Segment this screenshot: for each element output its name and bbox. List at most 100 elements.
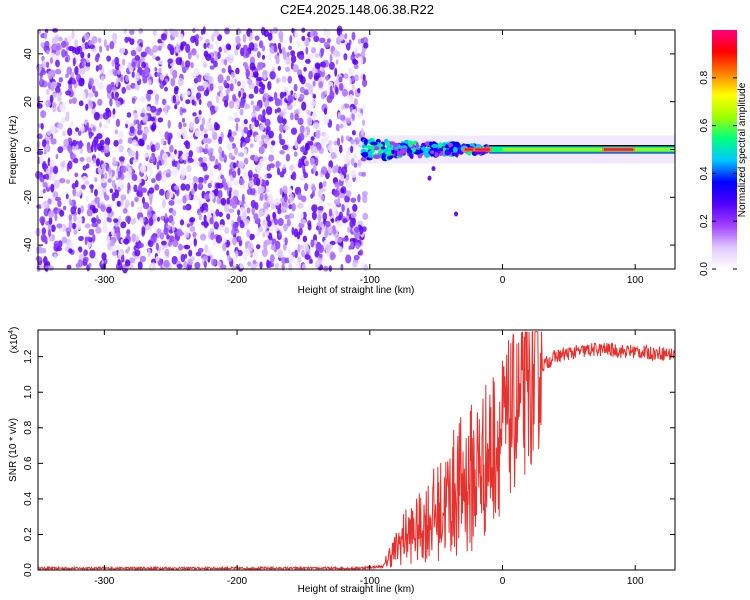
spectrogram-noise-speck [167, 58, 173, 64]
spectrogram-noise-speck [134, 196, 139, 203]
spectrogram-noise-speck [133, 119, 137, 126]
spectrogram-noise-speck [348, 94, 354, 102]
spectrogram-noise-speck [333, 189, 340, 198]
spectrogram-noise-speck [192, 112, 197, 117]
spectrogram-noise-speck [187, 158, 194, 163]
spectrogram-noise-speck [297, 243, 301, 253]
spectrogram-noise-speck [353, 47, 359, 56]
spectrogram-noise-speck [82, 165, 87, 171]
spectrogram-noise-speck [152, 45, 159, 53]
spectrogram-noise-speck [338, 83, 344, 91]
spectrogram-noise-speck [97, 81, 104, 91]
spectrogram-noise-speck [135, 119, 140, 125]
spectrogram-noise-speck [244, 157, 249, 165]
spectrogram-noise-speck [227, 116, 234, 121]
spectrogram-noise-speck [275, 240, 281, 250]
spectrogram-noise-speck [103, 191, 107, 199]
spectrogram-noise-speck [168, 200, 175, 206]
spectrogram-noise-speck [70, 206, 76, 215]
spectrogram-noise-speck [95, 53, 99, 60]
spectrogram-noise-speck [346, 207, 350, 217]
spectrogram-noise-speck [238, 152, 245, 158]
spectrogram-noise-speck [66, 264, 72, 270]
spectrogram-noise-speck [154, 67, 158, 72]
spectrogram-noise-speck [40, 110, 47, 119]
spectrogram-noise-speck [162, 80, 167, 86]
spectrogram-noise-speck [138, 242, 144, 249]
spectrogram-noise-speck [350, 197, 357, 203]
spectrogram-noise-speck [288, 254, 294, 263]
spectrogram-noise-speck [339, 123, 344, 129]
spectrogram-noise-speck [279, 150, 285, 155]
spectrogram-noise-speck [201, 117, 206, 126]
spectrogram-noise-speck [279, 112, 284, 117]
spectrogram-noise-speck [274, 226, 280, 232]
spectrogram-noise-speck [291, 227, 295, 236]
spectrogram-noise-speck [313, 122, 320, 129]
spectrogram-noise-speck [132, 217, 137, 224]
snr-frame [37, 329, 676, 571]
spectrogram-noise-speck [142, 196, 145, 205]
spectrogram-noise-speck [159, 73, 164, 81]
spectrogram-noise-speck [258, 40, 264, 49]
spectrogram-noise-speck [279, 91, 285, 99]
spectrogram-noise-speck [89, 249, 96, 259]
spectrogram-noise-speck [362, 104, 365, 110]
spectrogram-noise-speck [141, 187, 147, 193]
spectrogram-noise-speck [214, 105, 219, 112]
spectrogram-noise-speck [78, 235, 84, 242]
spectrogram-noise-speck [332, 165, 337, 174]
spectrogram-noise-speck [91, 222, 98, 228]
spectrogram-noise-speck [137, 130, 143, 136]
spectrogram-noise-speck [146, 144, 150, 150]
spectrogram-noise-speck [105, 107, 110, 114]
spectrogram-noise-speck [213, 60, 218, 68]
spectrogram-noise-speck [243, 218, 250, 225]
spectrogram-noise-speck [339, 33, 346, 40]
spectrogram-noise-speck [103, 124, 108, 129]
spectrogram-noise-speck [235, 122, 239, 132]
spectrogram-noise-speck [116, 200, 121, 207]
spectrogram-noise-speck [210, 107, 214, 116]
spectrogram-noise-speck [205, 38, 210, 44]
spectrogram-noise-speck [198, 181, 203, 188]
spectrogram-noise-speck [45, 61, 50, 68]
spectrogram-noise-speck [77, 221, 82, 230]
spectrogram-noise-speck [85, 156, 92, 163]
spectrogram-noise-speck [163, 145, 167, 151]
spectrogram-noise-speck [127, 36, 131, 42]
spectrogram-noise-speck [205, 138, 212, 144]
spectrogram-noise-speck [338, 193, 346, 199]
spectrogram-noise-speck [145, 66, 150, 76]
spectrogram-noise-speck [55, 68, 62, 75]
spectrogram-noise-speck [81, 43, 86, 49]
spectrogram-noise-speck [353, 64, 359, 70]
spectrogram-noise-speck [311, 211, 317, 221]
spectrogram-noise-speck [81, 60, 86, 68]
spectrogram-noise-speck [136, 206, 143, 213]
spectrogram-noise-speck [328, 208, 333, 217]
spectrogram-noise-speck [65, 193, 69, 200]
spectrogram-noise-speck [135, 45, 143, 53]
spectrogram-noise-speck [50, 224, 56, 233]
spectrogram-noise-speck [353, 254, 360, 261]
snr-y-tick-label: 1.2 [23, 349, 34, 363]
spectrogram-y-tick-label: 0 [23, 146, 34, 152]
spectrogram-noise-speck [174, 85, 179, 92]
spectrogram-noise-speck [204, 176, 209, 181]
spectrogram-noise-speck [192, 157, 198, 165]
spectrogram-noise-speck [218, 211, 223, 217]
spectrogram-noise-speck [42, 181, 48, 188]
spectrogram-noise-speck [200, 233, 207, 241]
spectrogram-noise-speck [345, 173, 350, 181]
spectrogram-noise-speck [217, 162, 222, 171]
spectrogram-noise-speck [177, 33, 184, 41]
spectrogram-noise-speck [141, 61, 147, 69]
spectrogram-noise-speck [221, 67, 226, 74]
spectrogram-noise-speck [266, 164, 271, 172]
spectrogram-noise-speck [269, 71, 276, 80]
spectrogram-noise-speck [160, 245, 164, 251]
spectrogram-noise-speck [87, 92, 94, 98]
spectrogram-noise-speck [71, 97, 77, 104]
spectrogram-noise-speck [155, 173, 162, 181]
